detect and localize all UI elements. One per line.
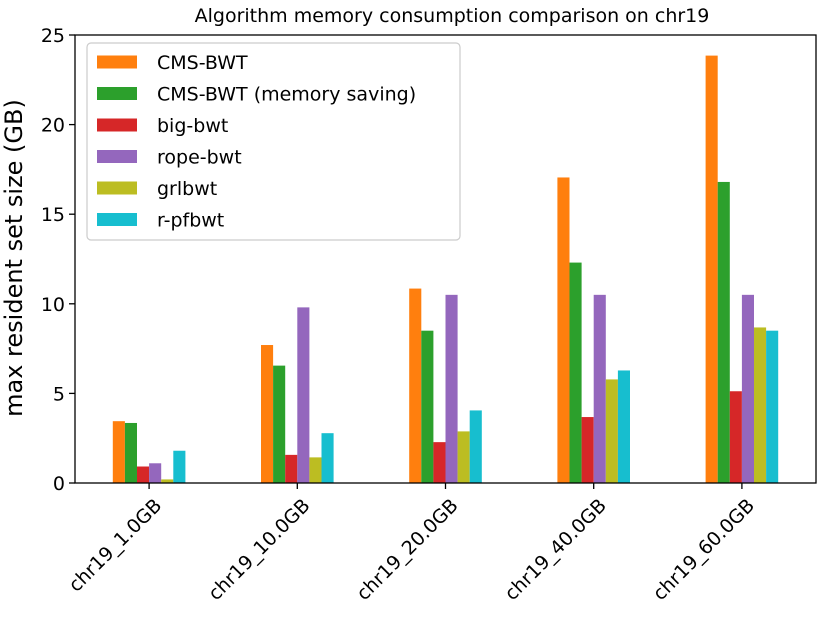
bar-5-5 (754, 327, 767, 483)
bar-6-3 (469, 410, 482, 483)
legend-swatch-5 (97, 181, 137, 195)
bar-5-4 (605, 379, 618, 483)
bar-2-5 (717, 181, 730, 483)
bar-1-2 (261, 345, 274, 483)
x-tick-label-0: chr19_1.0GB (64, 495, 166, 597)
legend-swatch-2 (97, 87, 137, 100)
legend-frame (86, 42, 461, 241)
legend: CMS-BWT CMS-BWT (memory saving) big-bwt rop… (86, 42, 461, 241)
bar-2-1 (124, 422, 137, 483)
y-tick-label-2: 10 (41, 294, 65, 316)
legend-swatch-4 (97, 150, 137, 163)
bar-5-3 (457, 431, 470, 483)
bar-4-5 (741, 294, 754, 483)
bar-1-4 (557, 177, 570, 483)
bar-6-5 (766, 330, 779, 483)
legend-label-2: CMS-BWT (memory saving) (157, 84, 416, 106)
bar-3-1 (137, 466, 150, 483)
bar-3-5 (729, 391, 742, 483)
bar-6-1 (173, 450, 186, 483)
x-tick-label-1: chr19_10.0GB (204, 495, 314, 605)
bars-group (112, 55, 779, 484)
bar-2-4 (569, 262, 582, 483)
y-tick-label-0: 0 (53, 473, 65, 495)
bar-1-5 (705, 55, 718, 484)
legend-label-4: rope-bwt (157, 147, 242, 169)
legend-swatch-6 (97, 213, 137, 226)
legend-label-5: grlbwt (157, 178, 217, 200)
legend-swatch-1 (97, 55, 137, 69)
y-tick-label-1: 5 (53, 383, 65, 405)
legend-label-3: big-bwt (157, 115, 228, 137)
bar-2-2 (273, 365, 286, 483)
bar-4-4 (593, 294, 606, 483)
chart-title: Algorithm memory consumption comparison … (195, 5, 710, 27)
bar-3-4 (581, 417, 594, 483)
x-tick-label-3: chr19_40.0GB (501, 495, 611, 605)
bar-4-1 (149, 463, 162, 483)
y-tick-label-3: 15 (41, 204, 65, 226)
legend-label-1: CMS-BWT (157, 52, 248, 74)
x-tick-label-2: chr19_20.0GB (352, 495, 462, 605)
bar-4-2 (297, 307, 310, 483)
bar-2-3 (421, 330, 434, 483)
bar-5-2 (309, 457, 322, 483)
y-tick-label-5: 25 (41, 25, 65, 47)
bar-1-3 (409, 288, 422, 483)
bar-3-2 (285, 454, 298, 483)
bar-6-2 (321, 433, 334, 483)
legend-swatch-3 (97, 118, 137, 132)
y-axis-label: max resident set size (GB) (0, 99, 28, 417)
bar-6-4 (617, 370, 630, 483)
legend-label-6: r-pfbwt (157, 210, 224, 232)
bar-3-3 (433, 442, 446, 483)
y-tick-label-4: 20 (41, 115, 65, 137)
bar-5-1 (161, 479, 174, 483)
bar-4-3 (445, 294, 458, 483)
x-tick-label-4: chr19_60.0GB (649, 495, 759, 605)
bar-1-1 (112, 421, 125, 483)
